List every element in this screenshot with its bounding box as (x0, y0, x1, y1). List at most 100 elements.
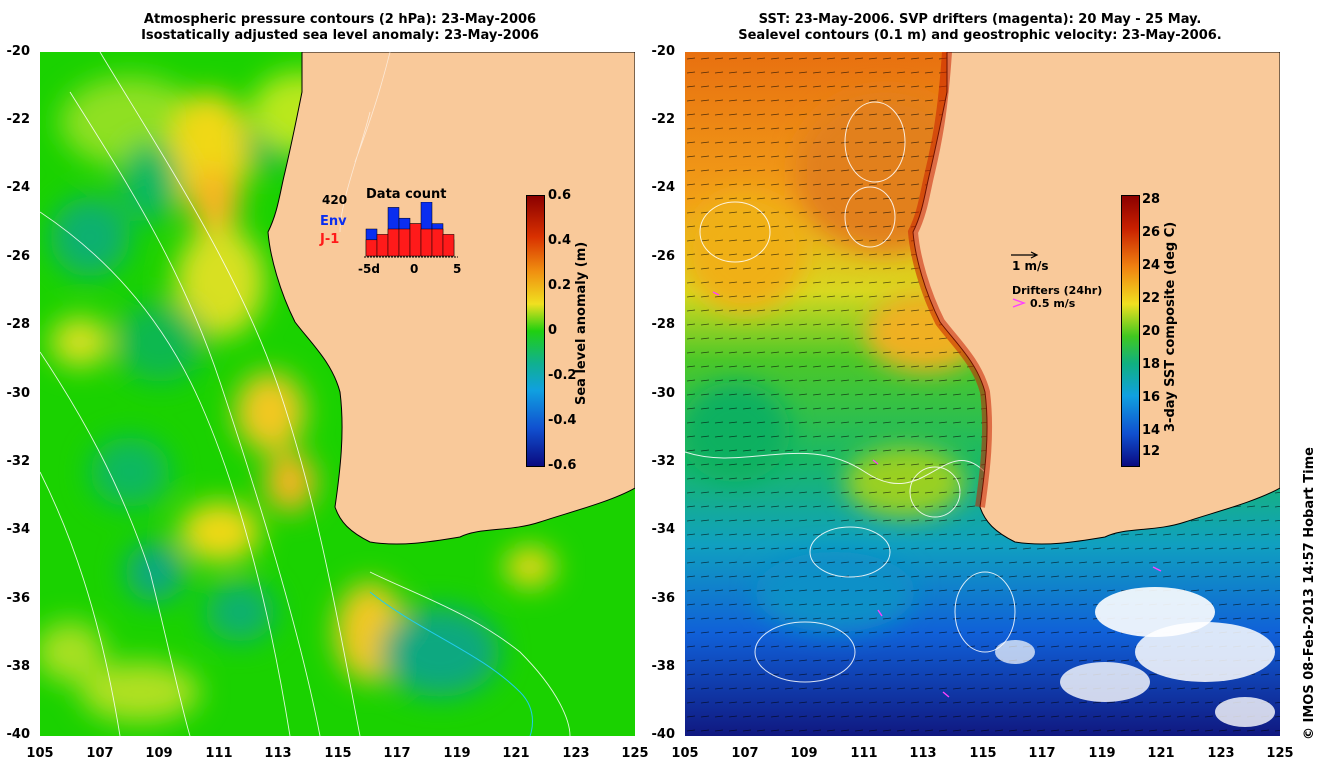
inset-xtick-2: 5 (453, 262, 462, 276)
left-xtick: 119 (443, 746, 471, 761)
sst-map-svg (685, 52, 1280, 736)
sla-tick-1: 0.4 (548, 233, 572, 248)
right-ytick: -34 (651, 522, 676, 537)
sst-tick-7: 14 (1142, 423, 1161, 438)
left-xtick: 105 (26, 746, 54, 761)
inset-xtick-1: 0 (410, 262, 419, 276)
right-ytick: -30 (651, 386, 676, 401)
j1-count-bar (387, 228, 400, 257)
right-xtick: 111 (850, 746, 878, 761)
right-ytick: -20 (651, 44, 676, 59)
right-xtick: 113 (909, 746, 937, 761)
right-xtick: 115 (969, 746, 997, 761)
velocity-scale-arrow (1011, 251, 1039, 259)
left-ytick: -30 (6, 386, 31, 401)
pressure-contour-low (369, 591, 533, 736)
right-xtick: 125 (1266, 746, 1294, 761)
leeuwin-current (907, 52, 993, 508)
velocity-scale-label: 1 m/s (1012, 259, 1049, 273)
sla-map-svg (40, 52, 635, 736)
right-xtick: 121 (1147, 746, 1175, 761)
left-title-line1: Atmospheric pressure contours (2 hPa): 2… (143, 12, 537, 27)
right-xtick: 107 (731, 746, 759, 761)
imos-credit: © IMOS 08-Feb-2013 14:57 Hobart Time (1302, 447, 1317, 740)
j1-count-bar (365, 239, 378, 257)
land-contours (339, 52, 391, 233)
sst-tick-4: 20 (1142, 324, 1161, 339)
sla-colorbar (526, 195, 545, 467)
right-ytick: -26 (651, 249, 676, 264)
left-ytick: -38 (6, 659, 31, 674)
pressure-contours (40, 52, 571, 736)
j1-count-bar (420, 228, 433, 257)
sla-tick-3: 0 (548, 323, 558, 338)
right-xtick: 119 (1088, 746, 1116, 761)
left-title: Atmospheric pressure contours (2 hPa): 2… (40, 12, 640, 44)
left-xtick: 123 (562, 746, 590, 761)
left-xtick: 125 (621, 746, 649, 761)
j1-count-bar (431, 228, 444, 257)
sst-tick-2: 24 (1142, 258, 1161, 273)
sla-tick-2: 0.2 (548, 278, 572, 293)
inset-title: Data count (366, 187, 447, 202)
left-xtick: 113 (264, 746, 292, 761)
sla-tick-6: -0.6 (548, 458, 577, 473)
left-xtick: 109 (145, 746, 173, 761)
right-xtick: 105 (671, 746, 699, 761)
left-xtick: 117 (383, 746, 411, 761)
sst-tick-0: 28 (1142, 192, 1161, 207)
sst-tick-6: 16 (1142, 390, 1161, 405)
j1-count-bar (442, 234, 455, 257)
right-title-line1: SST: 23-May-2006. SVP drifters (magenta)… (758, 12, 1202, 27)
left-ytick: -34 (6, 522, 31, 537)
sla-tick-5: -0.4 (548, 413, 577, 428)
j1-count-bar (409, 223, 422, 257)
sst-tick-3: 22 (1142, 291, 1161, 306)
svp-drifter-tracks (712, 291, 1162, 698)
inset-env-label: Env (320, 214, 347, 229)
left-xtick: 107 (86, 746, 114, 761)
right-ytick: -38 (651, 659, 676, 674)
right-xtick: 117 (1028, 746, 1056, 761)
right-xtick: 109 (790, 746, 818, 761)
inset-count-label: 420 (322, 193, 348, 207)
sla-tick-0: 0.6 (548, 188, 572, 203)
left-ytick: -24 (6, 180, 31, 195)
sst-tick-5: 18 (1142, 357, 1161, 372)
left-title-line2: Isostatically adjusted sea level anomaly… (141, 28, 539, 43)
right-xtick: 123 (1207, 746, 1235, 761)
sst-colorbar (1121, 195, 1140, 467)
sst-tick-1: 26 (1142, 225, 1161, 240)
sea-level-anomaly-map[interactable] (40, 52, 635, 736)
right-title: SST: 23-May-2006. SVP drifters (magenta)… (660, 12, 1300, 44)
right-ytick: -24 (651, 180, 676, 195)
j1-count-bar (376, 234, 389, 257)
left-ytick: -40 (6, 727, 31, 742)
sst-tick-8: 12 (1142, 444, 1161, 459)
drifters-label: Drifters (24hr) (1012, 284, 1103, 297)
sla-colorbar-title: Sea level anomaly (m) (574, 241, 589, 405)
right-title-line2: Sealevel contours (0.1 m) and geostrophi… (738, 28, 1222, 43)
right-ytick: -28 (651, 317, 676, 332)
right-ytick: -40 (651, 727, 676, 742)
cloud-mask (995, 587, 1275, 727)
left-ytick: -22 (6, 112, 31, 127)
data-count-histogram (364, 202, 458, 258)
left-xtick: 115 (324, 746, 352, 761)
left-ytick: -28 (6, 317, 31, 332)
sla-tick-4: -0.2 (548, 368, 577, 383)
sealevel-contours (685, 101, 1016, 683)
left-xtick: 121 (502, 746, 530, 761)
inset-j1-label: J-1 (320, 232, 340, 247)
drifter-scale-label: 0.5 m/s (1030, 297, 1076, 310)
left-ytick: -36 (6, 591, 31, 606)
drifter-scale-arrow (1012, 298, 1026, 308)
right-ytick: -32 (651, 454, 676, 469)
right-ytick: -22 (651, 112, 676, 127)
right-ytick: -36 (651, 591, 676, 606)
left-ytick: -20 (6, 44, 31, 59)
inset-xtick-0: -5d (358, 262, 380, 276)
left-ytick: -32 (6, 454, 31, 469)
left-ytick: -26 (6, 249, 31, 264)
sst-map[interactable] (685, 52, 1280, 736)
